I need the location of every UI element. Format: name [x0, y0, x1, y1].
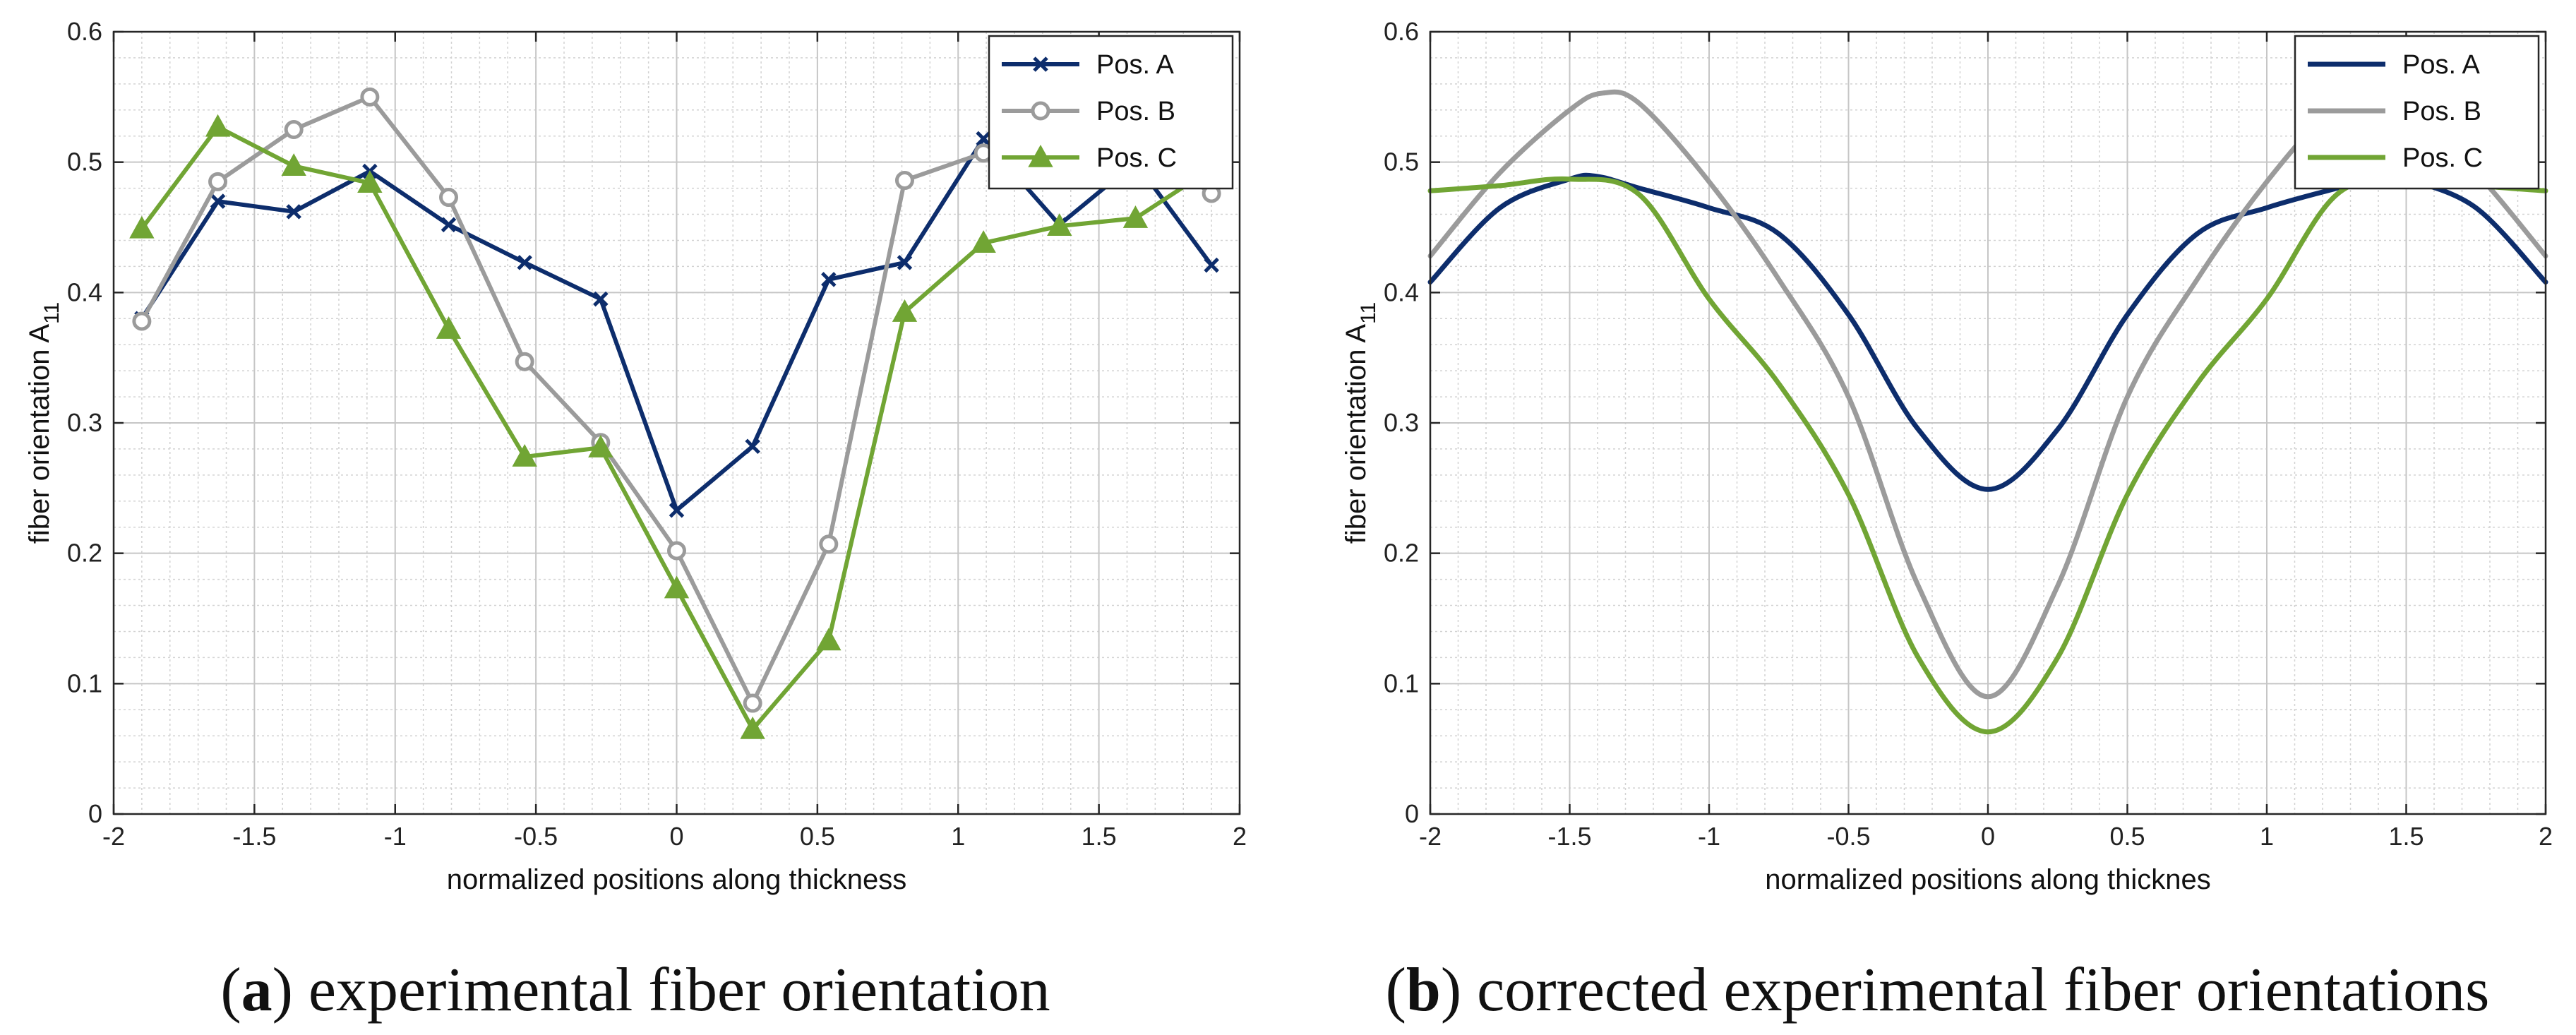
chart-b-xtick-label: -1.5: [1547, 822, 1591, 851]
chart-a-legend-pos-b-marker: [1031, 101, 1050, 121]
chart-a-ytick-label: 0: [88, 799, 102, 828]
chart-a-ylabel: fiber orientation A11: [24, 302, 64, 544]
chart-a-series-pos-b-point-0: [132, 311, 152, 331]
chart-a-series-pos-b-point-10: [894, 171, 914, 191]
chart-a-series-pos-a-point-8: [745, 438, 760, 455]
chart-b-xtick-label: 0: [1981, 822, 1995, 851]
chart-a-series-pos-c-point-3: [357, 170, 383, 193]
chart-a-series-pos-b-point-8: [743, 693, 762, 713]
chart-a-xtick-label: -2: [102, 822, 125, 851]
chart-a-series-pos-b-point-1: [208, 172, 228, 191]
chart-a-ytick-label: 0.4: [67, 277, 102, 306]
chart-a-series-pos-a-point-14: [1204, 257, 1219, 273]
chart-a-xtick-label: -1: [384, 822, 407, 851]
caption-a: (a) experimental fiber orientation: [220, 956, 1050, 1024]
chart-a-series-pos-c-point-13: [1122, 205, 1149, 228]
chart-b-xtick-label: 0.5: [2109, 822, 2145, 851]
chart-a-xtick-label: 0: [669, 822, 683, 851]
chart-a-series-pos-c-point-9: [816, 628, 841, 651]
chart-a-series-pos-c-point-10: [892, 299, 918, 322]
chart-b-ylabel: fiber orientation A11: [1341, 302, 1380, 544]
chart-a-series-pos-a-point-6: [593, 291, 609, 307]
chart-a-series-pos-b-point-3: [360, 87, 380, 107]
chart-b-legend-pos-b-label: Pos. B: [2402, 97, 2481, 126]
chart-a-xtick-label: 1: [951, 822, 965, 851]
chart-a-series-pos-b-point-7: [667, 541, 686, 561]
chart-a: -2 -1.5 -1 -0.5 0 0.5 1 1.5 2 0 0.1 0.2 0.3 0.4 0.5 0.6…: [24, 17, 1247, 895]
chart-a-legend-pos-b-label: Pos. B: [1096, 97, 1175, 126]
chart-a-series-pos-c-point-4: [436, 316, 462, 339]
chart-a-ytick-label: 0.2: [67, 539, 102, 568]
chart-a-series-pos-a-point-2: [286, 204, 301, 220]
chart-a-series-pos-a-point-4: [441, 217, 457, 233]
chart-b-xtick-label: 1.5: [2388, 822, 2424, 851]
chart-a-legend-pos-c-marker: [1028, 144, 1053, 167]
chart-b-xtick-label: 1: [2260, 822, 2274, 851]
chart-a-xtick-label: -0.5: [514, 822, 558, 851]
chart-a-series-pos-c-point-11: [971, 230, 996, 253]
caption-b-text: corrected experimental fiber orientation…: [1461, 956, 2490, 1024]
chart-b-xtick-label: 2: [2539, 822, 2553, 851]
panel-a: -2 -1.5 -1 -0.5 0 0.5 1 1.5 2 0 0.1 0.2 0.3 0.4 0.5 0.6…: [0, 0, 1271, 1035]
chart-a-ytick-label: 0.6: [67, 17, 102, 46]
chart-b-ylabel-subscript: 11: [1357, 302, 1380, 324]
chart-a-series-pos-b-point-2: [284, 120, 304, 139]
chart-a-xtick-label: 2: [1233, 822, 1247, 851]
chart-b-xlabel: normalized positions along thicknes: [1765, 864, 2210, 895]
chart-a-ytick-label: 0.3: [67, 408, 102, 437]
chart-b-xtick-label: -1: [1698, 822, 1720, 851]
caption-a-letter: a: [241, 956, 272, 1024]
chart-b-series-pos-c-line: [1427, 176, 2548, 735]
chart-b-xtick-label: -0.5: [1826, 822, 1870, 851]
chart-a-series-pos-b-point-9: [819, 534, 839, 554]
chart-a-series-pos-b-point-4: [439, 188, 459, 208]
chart-a-series-pos-c-point-5: [512, 443, 537, 467]
chart-b-ytick-label: 0.6: [1384, 17, 1419, 46]
chart-a-xtick-label: 1.5: [1082, 822, 1117, 851]
chart-a-series-pos-c-point-1: [205, 114, 231, 137]
chart-a-ytick-label: 0.5: [67, 148, 102, 177]
chart-a-series-pos-a-point-5: [517, 255, 532, 270]
chart-a-series-pos-a-point-9: [821, 272, 837, 287]
chart-a-series-pos-c-point-2: [281, 153, 306, 177]
chart-b-ylabel-base: fiber orientation A: [1341, 324, 1372, 544]
chart-a-ylabel-subscript: 11: [40, 302, 64, 324]
chart-a-series-pos-c-point-8: [740, 716, 765, 739]
chart-b-ytick-label: 0.2: [1384, 539, 1419, 568]
chart-a-ylabel-base: fiber orientation A: [24, 324, 55, 544]
chart-b: -2 -1.5 -1 -0.5 0 0.5 1 1.5 2 0 0.1 0.2 0.3 0.4 0.5 0.6…: [1341, 17, 2553, 895]
chart-a-series-pos-b-point-5: [515, 352, 534, 371]
chart-b-ytick-label: 0.3: [1384, 408, 1419, 437]
chart-b-ytick-label: 0: [1405, 799, 1419, 828]
chart-a-series-pos-a-point-7: [669, 502, 685, 518]
chart-a-legend-pos-c-label: Pos. C: [1096, 143, 1177, 173]
chart-b-ytick-label: 0.1: [1384, 669, 1419, 698]
caption-a-text: experimental fiber orientation: [292, 956, 1050, 1024]
chart-a-xtick-label: 0.5: [800, 822, 835, 851]
chart-a-legend-pos-a-marker: [1033, 56, 1048, 72]
chart-a-legend-pos-a-label: Pos. A: [1096, 50, 1174, 80]
chart-a-series-pos-c-point-7: [664, 575, 690, 599]
chart-b-ytick-label: 0.5: [1384, 148, 1419, 177]
caption-b: (b) corrected experimental fiber orienta…: [1385, 956, 2490, 1024]
chart-a-series-pos-c-point-12: [1047, 213, 1072, 236]
chart-a-xtick-label: -1.5: [232, 822, 276, 851]
chart-b-legend: Pos. A Pos. B Pos. C: [2294, 35, 2540, 190]
chart-a-xlabel: normalized positions along thickness: [447, 864, 906, 895]
chart-a-series-pos-a-point-10: [897, 255, 913, 270]
caption-b-letter: b: [1406, 956, 1441, 1024]
chart-b-legend-pos-c-label: Pos. C: [2402, 143, 2483, 173]
panel-b: -2 -1.5 -1 -0.5 0 0.5 1 1.5 2 0 0.1 0.2 0.3 0.4 0.5 0.6…: [1299, 0, 2576, 1035]
chart-a-series-pos-a-point-11: [976, 131, 991, 147]
chart-a-series-pos-c-point-0: [129, 215, 155, 239]
chart-b-xtick-label: -2: [1419, 822, 1442, 851]
chart-b-ytick-label: 0.4: [1384, 277, 1419, 306]
chart-b-legend-pos-a-label: Pos. A: [2402, 50, 2480, 80]
chart-a-series-pos-c-point-6: [588, 435, 613, 457]
chart-a-legend: Pos. A Pos. B Pos. C: [988, 35, 1234, 190]
chart-a-ytick-label: 0.1: [67, 669, 102, 698]
chart-a-series-pos-a-point-1: [210, 193, 226, 209]
